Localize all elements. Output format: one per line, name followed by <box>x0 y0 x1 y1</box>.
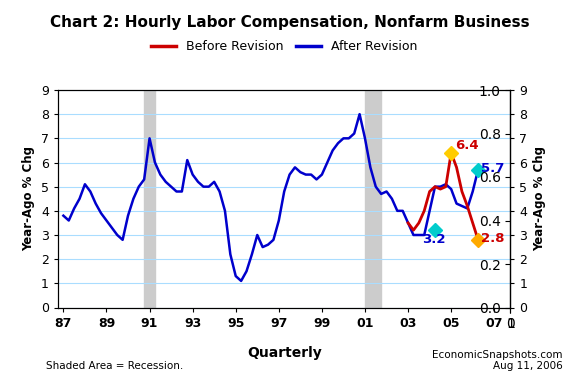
Text: 3.2: 3.2 <box>422 234 445 246</box>
Text: EconomicSnapshots.com
Aug 11, 2006: EconomicSnapshots.com Aug 11, 2006 <box>432 350 563 371</box>
Bar <box>144 90 155 308</box>
Text: Shaded Area = Recession.: Shaded Area = Recession. <box>46 361 184 371</box>
Text: 6.4: 6.4 <box>455 139 478 152</box>
Y-axis label: Year-Ago % Chg: Year-Ago % Chg <box>533 146 546 251</box>
Legend: Before Revision, After Revision: Before Revision, After Revision <box>146 35 422 58</box>
Bar <box>365 90 381 308</box>
Text: 5.7: 5.7 <box>481 162 504 175</box>
Text: Quarterly: Quarterly <box>247 346 321 360</box>
Text: 2.8: 2.8 <box>481 232 504 245</box>
Y-axis label: Year-Ago % Chg: Year-Ago % Chg <box>23 146 35 251</box>
Text: Chart 2: Hourly Labor Compensation, Nonfarm Business: Chart 2: Hourly Labor Compensation, Nonf… <box>50 15 530 30</box>
